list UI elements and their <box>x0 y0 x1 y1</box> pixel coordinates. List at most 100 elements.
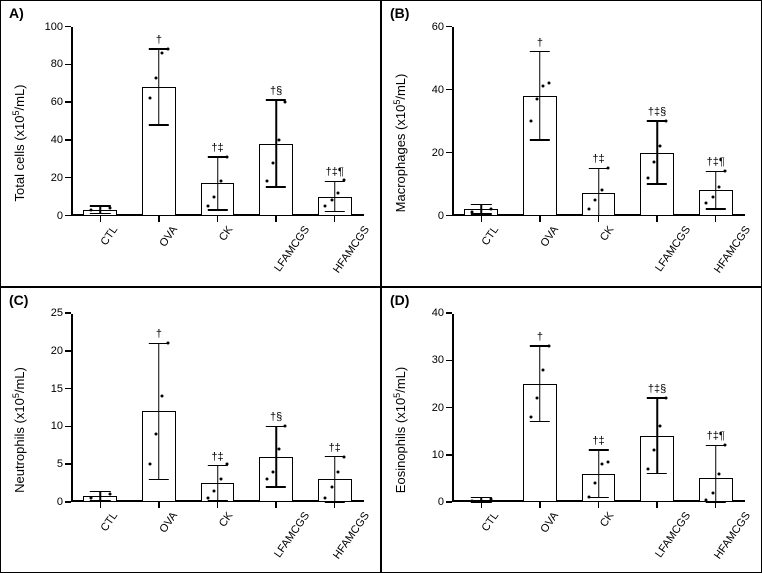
ylabel-c: Neutrophils (x105/mL) <box>11 367 27 493</box>
data-point <box>594 482 597 485</box>
panel-label-c: (C) <box>9 292 28 308</box>
ytick-label: 0 <box>57 210 71 222</box>
data-point <box>646 176 649 179</box>
bar-annotation: † <box>537 37 543 49</box>
xtick-label: CK <box>597 224 616 243</box>
bar-annotation: †‡ <box>211 142 223 154</box>
ylabel-a-sup: 5 <box>11 111 21 116</box>
panel-label-a: A) <box>9 5 24 21</box>
data-point <box>529 120 532 123</box>
bar-annotation: †‡¶ <box>326 166 344 178</box>
data-point <box>148 463 151 466</box>
ylabel-c-post: /mL) <box>12 367 27 393</box>
data-point <box>542 85 545 88</box>
data-point <box>548 345 551 348</box>
bar-annotation: †‡§ <box>648 383 666 395</box>
data-point <box>336 191 339 194</box>
ytick-label: 40 <box>432 84 452 96</box>
data-point <box>108 206 111 209</box>
data-point <box>659 145 662 148</box>
ytick-label: 20 <box>432 402 452 414</box>
bar-annotation: †‡ <box>211 451 223 463</box>
ylabel-b-sup: 5 <box>392 100 402 105</box>
data-point <box>665 397 668 400</box>
panel-a: A) Total cells (x105/mL) 020406080100CTL… <box>0 0 381 287</box>
ytick-label: 30 <box>432 354 452 366</box>
data-point <box>167 342 170 345</box>
data-point <box>219 180 222 183</box>
data-point <box>489 208 492 211</box>
xtick-label: OVA <box>157 510 180 535</box>
bar-annotation: †‡¶ <box>707 156 725 168</box>
data-point <box>489 497 492 500</box>
panel-label-b: (B) <box>390 5 409 21</box>
xtick-label: HFAMCGS <box>331 224 372 275</box>
bar-annotation: †‡ <box>592 435 604 447</box>
ylabel-d: Eosinophils (x105/mL) <box>392 367 408 493</box>
ytick-label: 60 <box>432 21 452 33</box>
xtick-label: CTL <box>480 224 502 248</box>
data-point <box>213 489 216 492</box>
bar-annotation: †‡¶ <box>707 430 725 442</box>
data-point <box>659 425 662 428</box>
data-point <box>225 463 228 466</box>
bar-annotation: †§ <box>270 85 282 97</box>
ytick-label: 20 <box>51 172 71 184</box>
data-point <box>717 186 720 189</box>
data-point <box>213 195 216 198</box>
ytick-label: 0 <box>438 210 452 222</box>
chart-area-d: 010203040CTL†OVA†‡CK†‡§LFAMCGS†‡¶HFAMCGS <box>452 314 745 503</box>
ylabel-d-sup: 5 <box>392 393 402 398</box>
data-point <box>167 48 170 51</box>
data-point <box>89 497 92 500</box>
ytick-label: 5 <box>57 458 71 470</box>
data-point <box>600 189 603 192</box>
data-point <box>148 97 151 100</box>
data-point <box>588 496 591 499</box>
ylabel-b-post: /mL) <box>393 74 408 100</box>
data-point <box>548 82 551 85</box>
data-point <box>652 160 655 163</box>
data-point <box>646 467 649 470</box>
data-point <box>705 201 708 204</box>
chart-area-a: 020406080100CTL†OVA†‡CK†§LFAMCGS†‡¶HFAMC… <box>71 27 364 216</box>
panel-c: (C) Neutrophils (x105/mL) 0510152025CTL†… <box>0 287 381 573</box>
ytick-label: 40 <box>432 307 452 319</box>
data-point <box>535 97 538 100</box>
data-point <box>705 498 708 501</box>
data-point <box>711 491 714 494</box>
data-point <box>154 76 157 79</box>
ylabel-a-pre: Total cells (x10 <box>12 116 27 202</box>
data-point <box>324 497 327 500</box>
data-point <box>284 101 287 104</box>
xtick-label: HFAMCGS <box>712 224 753 275</box>
ylabel-d-pre: Eosinophils (x10 <box>393 398 408 493</box>
xtick-label: LFAMCGS <box>272 224 312 274</box>
data-point <box>271 161 274 164</box>
data-point <box>265 478 268 481</box>
data-point <box>717 472 720 475</box>
ytick-label: 10 <box>432 449 452 461</box>
data-point <box>271 470 274 473</box>
data-point <box>207 497 210 500</box>
chart-area-b: 0204060CTL†OVA†‡CK†‡§LFAMCGS†‡¶HFAMCGS <box>452 27 745 216</box>
data-point <box>542 368 545 371</box>
ytick-label: 25 <box>51 307 71 319</box>
ylabel-a-post: /mL) <box>12 85 27 111</box>
data-point <box>330 199 333 202</box>
data-point <box>535 397 538 400</box>
ytick-label: 100 <box>45 21 71 33</box>
ytick-label: 0 <box>57 496 71 508</box>
bar-annotation: †§ <box>270 411 282 423</box>
bar-annotation: † <box>156 34 162 46</box>
xtick-label: LFAMCGS <box>272 510 312 560</box>
data-point <box>470 499 473 502</box>
data-point <box>606 460 609 463</box>
xtick-label: HFAMCGS <box>712 510 753 561</box>
chart-area-c: 0510152025CTL†OVA†‡CK†§LFAMCGS†‡HFAMCGS <box>71 314 364 503</box>
ytick-label: 60 <box>51 96 71 108</box>
bar-annotation: †‡ <box>329 442 341 454</box>
data-point <box>278 448 281 451</box>
panel-label-d: (D) <box>390 292 409 308</box>
bar-annotation: †‡§ <box>648 106 666 118</box>
